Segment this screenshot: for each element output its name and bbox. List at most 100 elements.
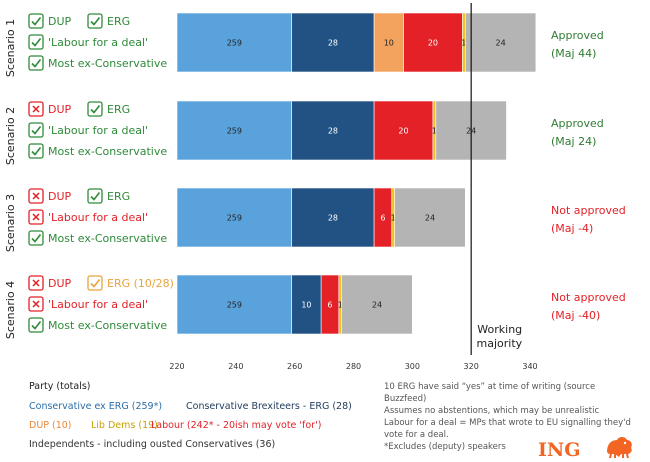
bar-segment — [176, 12, 293, 73]
footnote-line: 10 ERG have said “yes” at time of writin… — [384, 382, 595, 392]
bar-value-label: 6 — [380, 214, 385, 223]
bar-value-label: 20 — [428, 39, 438, 48]
cross-icon — [28, 296, 44, 312]
x-tick-label: 300 — [405, 362, 420, 371]
check-icon — [28, 230, 44, 246]
scenario-label: Scenario 4 — [4, 281, 17, 339]
legend-entry: Conservative Brexiteers - ERG (28) — [186, 401, 352, 412]
condition-label: DUP — [48, 190, 72, 203]
bar-value-label: 24 — [495, 39, 505, 48]
legend-entry: Labour (242* - 20ish may vote 'for') — [151, 420, 321, 431]
x-tick-label: 280 — [346, 362, 361, 371]
check-icon — [28, 143, 44, 159]
outcome-label: Not approved — [551, 291, 626, 304]
footnote-line: Labour for a deal = MPs that wrote to EU… — [384, 418, 631, 428]
footnote-line: vote for a deal. — [384, 430, 449, 440]
majority-label: (Maj 24) — [551, 135, 596, 148]
check-icon — [87, 101, 103, 117]
check-icon — [87, 13, 103, 29]
condition-label: Most ex-Conservative — [48, 145, 167, 158]
x-axis: 220 240 260 280 300 320 340 — [169, 362, 537, 371]
bar-value-label: 10 — [301, 301, 311, 310]
scenario-row: Scenario 4 DUP ERG (10/28) 'Labour for a de… — [4, 274, 413, 339]
scenario-row: Scenario 1 DUP ERG 'Labour for a deal' Most … — [4, 12, 537, 77]
reference-line-label: majority — [477, 337, 523, 350]
bar-value-label: 28 — [328, 39, 338, 48]
bar-segment — [373, 12, 404, 73]
condition-label: Most ex-Conservative — [48, 57, 167, 70]
condition-label: ERG — [107, 190, 130, 203]
legend-entry: Independents - including ousted Conserva… — [29, 439, 275, 450]
scenario-label: Scenario 3 — [4, 194, 17, 252]
condition-label: 'Labour for a deal' — [48, 211, 148, 224]
scenario-row: Scenario 3 DUP ERG 'Labour for a deal' Most … — [4, 187, 466, 252]
scenario-outcomes: Approved (Maj 44) Approved (Maj 24) Not appr… — [551, 29, 626, 322]
check-icon — [28, 317, 44, 333]
bar-segment — [176, 274, 293, 335]
condition-label: 'Labour for a deal' — [48, 298, 148, 311]
bar-segment — [464, 12, 537, 73]
cross-icon — [28, 275, 44, 291]
outcome-label: Approved — [551, 29, 604, 42]
condition-label: DUP — [48, 277, 72, 290]
footnotes: 10 ERG have said “yes” at time of writin… — [384, 382, 631, 452]
bar-segment — [176, 100, 293, 161]
condition-label: Most ex-Conservative — [48, 319, 167, 332]
check-icon — [28, 13, 44, 29]
bar-value-label: 28 — [328, 127, 338, 136]
legend-entry: DUP (10) — [29, 420, 72, 431]
bar-value-label: 28 — [328, 214, 338, 223]
bar-segment — [394, 187, 466, 248]
condition-label: Most ex-Conservative — [48, 232, 167, 245]
legend-entry: Lib Dems (19) — [91, 420, 158, 431]
condition-label: ERG — [107, 15, 130, 28]
condition-label: DUP — [48, 103, 72, 116]
check-icon — [28, 122, 44, 138]
condition-label: ERG — [107, 103, 130, 116]
check-icon — [28, 55, 44, 71]
bar-value-label: 6 — [327, 301, 332, 310]
x-tick-label: 260 — [287, 362, 302, 371]
scenario-rows: Scenario 1 DUP ERG 'Labour for a deal' Most … — [4, 12, 537, 339]
footnote-line: *Excludes (deputy) speakers — [384, 442, 506, 452]
ing-logo: ING — [538, 437, 632, 461]
reference-line-label: Working — [477, 323, 522, 336]
bar-value-label: 24 — [425, 214, 435, 223]
bar-segment — [341, 274, 413, 335]
check-icon — [87, 275, 103, 291]
cross-icon — [28, 188, 44, 204]
bar-value-label: 259 — [227, 127, 242, 136]
majority-label: (Maj -4) — [551, 222, 593, 235]
outcome-label: Not approved — [551, 204, 626, 217]
legend-title: Party (totals) — [29, 381, 90, 392]
footnote-line: Buzzfeed) — [384, 394, 426, 404]
x-tick-label: 340 — [522, 362, 537, 371]
condition-label: 'Labour for a deal' — [48, 124, 148, 137]
bar-segment — [291, 12, 375, 73]
bar-value-label: 1 — [338, 301, 343, 310]
scenario-label: Scenario 1 — [4, 19, 17, 77]
bar-segment — [291, 100, 375, 161]
bar-value-label: 1 — [432, 127, 437, 136]
bar-value-label: 24 — [372, 301, 382, 310]
scenario-row: Scenario 2 DUP ERG 'Labour for a deal' Most … — [4, 100, 507, 165]
cross-icon — [28, 101, 44, 117]
bar-value-label: 259 — [227, 214, 242, 223]
condition-label: DUP — [48, 15, 72, 28]
x-tick-label: 220 — [169, 362, 184, 371]
legend-entry: Conservative ex ERG (259*) — [29, 401, 162, 412]
legend: Party (totals) Conservative ex ERG (259*… — [29, 381, 352, 450]
bar-value-label: 1 — [461, 39, 466, 48]
check-icon — [28, 34, 44, 50]
check-icon — [87, 188, 103, 204]
bar-segment — [403, 12, 463, 73]
bar-value-label: 20 — [398, 127, 408, 136]
lion-icon — [607, 437, 632, 459]
majority-label: (Maj 44) — [551, 47, 596, 60]
outcome-label: Approved — [551, 117, 604, 130]
bar-value-label: 1 — [391, 214, 396, 223]
bar-value-label: 259 — [227, 39, 242, 48]
bar-value-label: 259 — [227, 301, 242, 310]
